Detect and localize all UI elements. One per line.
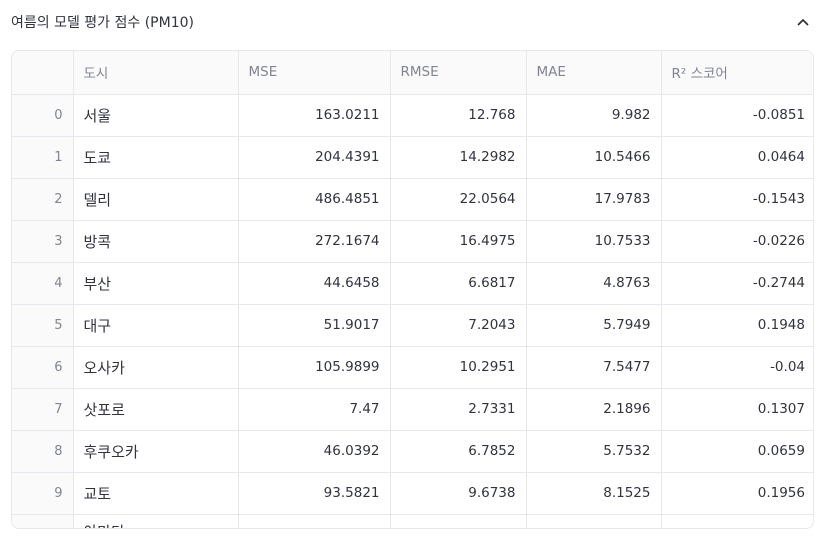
cell-city[interactable]: 도쿄 bbox=[73, 136, 239, 179]
cell-mse[interactable]: 7.47 bbox=[238, 388, 391, 431]
table-row: 7 삿포로 7.47 2.7331 2.1896 0.1307 bbox=[12, 388, 813, 431]
row-index: 6 bbox=[12, 346, 74, 389]
cell-mae[interactable]: 10.5466 bbox=[526, 136, 662, 179]
column-header-mae[interactable]: MAE bbox=[526, 51, 662, 95]
cell-rmse[interactable] bbox=[390, 514, 527, 528]
cell-rmse[interactable]: 6.6817 bbox=[390, 262, 527, 305]
table-row: 6 오사카 105.9899 10.2951 7.5477 -0.04 bbox=[12, 346, 813, 389]
cell-rmse[interactable]: 6.7852 bbox=[390, 430, 527, 473]
table-header-row: 도시 MSE RMSE MAE R² 스코어 bbox=[12, 51, 813, 95]
column-header-mse[interactable]: MSE bbox=[238, 51, 391, 95]
table-row: 1 도쿄 204.4391 14.2982 10.5466 0.0464 bbox=[12, 136, 813, 179]
cell-r2[interactable] bbox=[661, 514, 813, 528]
cell-city[interactable]: 서울 bbox=[73, 94, 239, 137]
table-row: 0 서울 163.0211 12.768 9.982 -0.0851 bbox=[12, 94, 813, 137]
cell-rmse[interactable]: 12.768 bbox=[390, 94, 527, 137]
cell-r2[interactable]: -0.2744 bbox=[661, 262, 813, 305]
row-index: 1 bbox=[12, 136, 74, 179]
cell-mae[interactable]: 4.8763 bbox=[526, 262, 662, 305]
cell-mse[interactable]: 163.0211 bbox=[238, 94, 391, 137]
row-index: 9 bbox=[12, 472, 74, 515]
cell-city[interactable]: 교토 bbox=[73, 472, 239, 515]
cell-mse[interactable]: 204.4391 bbox=[238, 136, 391, 179]
chevron-up-icon[interactable] bbox=[795, 14, 811, 30]
data-table[interactable]: 도시 MSE RMSE MAE R² 스코어 0 서울 163.0211 12.… bbox=[11, 50, 814, 529]
cell-r2[interactable]: 0.1307 bbox=[661, 388, 813, 431]
cell-rmse[interactable]: 9.6738 bbox=[390, 472, 527, 515]
cell-mae[interactable]: 17.9783 bbox=[526, 178, 662, 221]
column-header-rmse[interactable]: RMSE bbox=[390, 51, 527, 95]
cell-mse[interactable]: 272.1674 bbox=[238, 220, 391, 263]
cell-city[interactable]: 삿포로 bbox=[73, 388, 239, 431]
row-index: 3 bbox=[12, 220, 74, 263]
column-header-index[interactable] bbox=[12, 51, 74, 95]
cell-r2[interactable]: -0.0851 bbox=[661, 94, 813, 137]
table-row: 5 대구 51.9017 7.2043 5.7949 0.1948 bbox=[12, 304, 813, 347]
table-row: 4 부산 44.6458 6.6817 4.8763 -0.2744 bbox=[12, 262, 813, 305]
cell-mae[interactable]: 7.5477 bbox=[526, 346, 662, 389]
row-index: 2 bbox=[12, 178, 74, 221]
cell-r2[interactable]: -0.04 bbox=[661, 346, 813, 389]
cell-city[interactable]: 방콕 bbox=[73, 220, 239, 263]
row-index: 8 bbox=[12, 430, 74, 473]
cell-r2[interactable]: 0.1948 bbox=[661, 304, 813, 347]
cell-city[interactable]: 후쿠오카 bbox=[73, 430, 239, 473]
cell-mae[interactable]: 10.7533 bbox=[526, 220, 662, 263]
cell-r2[interactable]: -0.1543 bbox=[661, 178, 813, 221]
row-index: 5 bbox=[12, 304, 74, 347]
cell-mse[interactable]: 105.9899 bbox=[238, 346, 391, 389]
row-index: 7 bbox=[12, 388, 74, 431]
column-header-r2[interactable]: R² 스코어 bbox=[661, 51, 813, 95]
cell-mae[interactable]: 5.7532 bbox=[526, 430, 662, 473]
cell-mse[interactable] bbox=[238, 514, 391, 528]
row-index: 4 bbox=[12, 262, 74, 305]
cell-r2[interactable]: 0.1956 bbox=[661, 472, 813, 515]
table-row: 2 델리 486.4851 22.0564 17.9783 -0.1543 bbox=[12, 178, 813, 221]
cell-mae[interactable]: 5.7949 bbox=[526, 304, 662, 347]
cell-r2[interactable]: 0.0659 bbox=[661, 430, 813, 473]
cell-mse[interactable]: 93.5821 bbox=[238, 472, 391, 515]
cell-r2[interactable]: -0.0226 bbox=[661, 220, 813, 263]
row-index bbox=[12, 514, 74, 528]
cell-rmse[interactable]: 7.2043 bbox=[390, 304, 527, 347]
cell-city[interactable]: 부산 bbox=[73, 262, 239, 305]
cell-rmse[interactable]: 10.2951 bbox=[390, 346, 527, 389]
table-row: 3 방콕 272.1674 16.4975 10.7533 -0.0226 bbox=[12, 220, 813, 263]
expander-header[interactable]: 여름의 모델 평가 점수 (PM10) bbox=[0, 0, 823, 44]
cell-city[interactable]: 오사카 bbox=[73, 346, 239, 389]
table-row: 아마다 bbox=[12, 514, 813, 528]
table-row: 9 교토 93.5821 9.6738 8.1525 0.1956 bbox=[12, 472, 813, 515]
cell-mae[interactable]: 9.982 bbox=[526, 94, 662, 137]
cell-rmse[interactable]: 14.2982 bbox=[390, 136, 527, 179]
cell-city[interactable]: 대구 bbox=[73, 304, 239, 347]
cell-mse[interactable]: 51.9017 bbox=[238, 304, 391, 347]
cell-rmse[interactable]: 2.7331 bbox=[390, 388, 527, 431]
cell-mse[interactable]: 46.0392 bbox=[238, 430, 391, 473]
cell-r2[interactable]: 0.0464 bbox=[661, 136, 813, 179]
cell-mse[interactable]: 486.4851 bbox=[238, 178, 391, 221]
table-row: 8 후쿠오카 46.0392 6.7852 5.7532 0.0659 bbox=[12, 430, 813, 473]
column-header-city[interactable]: 도시 bbox=[73, 51, 239, 95]
cell-rmse[interactable]: 22.0564 bbox=[390, 178, 527, 221]
cell-mse[interactable]: 44.6458 bbox=[238, 262, 391, 305]
cell-rmse[interactable]: 16.4975 bbox=[390, 220, 527, 263]
cell-city[interactable]: 델리 bbox=[73, 178, 239, 221]
row-index: 0 bbox=[12, 94, 74, 137]
cell-mae[interactable]: 2.1896 bbox=[526, 388, 662, 431]
cell-mae[interactable]: 8.1525 bbox=[526, 472, 662, 515]
cell-mae[interactable] bbox=[526, 514, 662, 528]
cell-city[interactable]: 아마다 bbox=[73, 514, 239, 528]
expander-title: 여름의 모델 평가 점수 (PM10) bbox=[11, 15, 194, 31]
